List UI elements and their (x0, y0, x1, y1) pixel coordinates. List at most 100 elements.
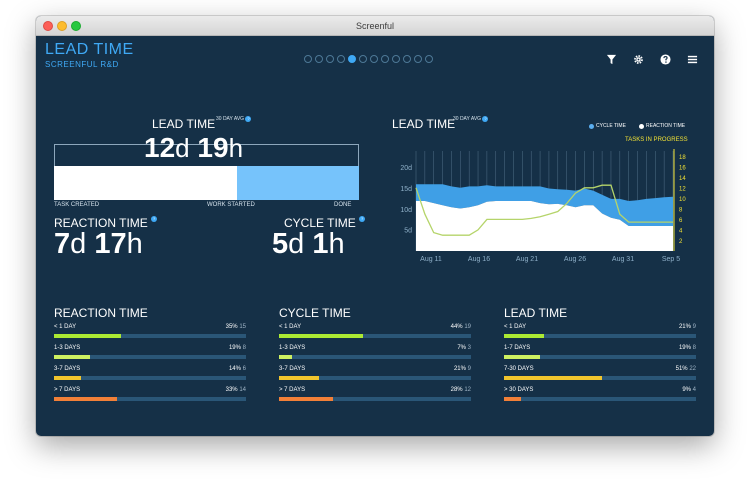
y-right-tick-label: 6 (679, 218, 683, 224)
y-right-tick-label: 12 (679, 186, 686, 192)
done-label: DONE (334, 202, 352, 208)
legend-reaction-label: REACTION TIME (646, 123, 686, 129)
help-icon[interactable] (658, 52, 673, 67)
page-dot[interactable] (326, 55, 334, 63)
bucket-label: > 7 DAYS (279, 387, 306, 393)
page-dot[interactable] (315, 55, 323, 63)
bucket-percent-value: 9% (682, 387, 693, 393)
close-window-button[interactable] (43, 21, 53, 31)
bucket-count: 8 (242, 345, 246, 351)
bucket-percent-value: 21% (453, 366, 468, 372)
bucket-fill (504, 376, 602, 380)
page-title: LEAD TIME (45, 41, 134, 58)
bucket-percent: 21% 9 (431, 366, 471, 372)
page-dot[interactable] (425, 55, 433, 63)
task-created-label: TASK CREATED (54, 202, 100, 208)
x-tick-label: Sep 5 (662, 256, 680, 263)
page-dot[interactable] (403, 55, 411, 63)
bucket-label: 3-7 DAYS (279, 366, 306, 372)
reaction-hours-unit: h (126, 228, 143, 260)
chart-avg-label: 30 DAY AVG (453, 116, 482, 122)
app-window: Screenful LEAD TIME SCREENFUL R&D LEAD T… (36, 16, 714, 436)
bucket-fill (279, 397, 333, 401)
page-indicator (304, 55, 433, 63)
page-dot[interactable] (359, 55, 367, 63)
bucket-track (279, 355, 471, 359)
bucket-track (504, 334, 696, 338)
page-dot[interactable] (337, 55, 345, 63)
bucket-track (54, 355, 246, 359)
page-dot[interactable] (414, 55, 422, 63)
legend-cycle-dot (589, 123, 594, 129)
filter-icon[interactable] (604, 52, 619, 67)
lead-days: 12 (144, 132, 176, 163)
bucket-label: > 7 DAYS (54, 387, 81, 393)
bucket-percent: 44% 19 (431, 324, 471, 330)
bucket-fill (54, 397, 117, 401)
lead-time-avg-note: 30 DAY AVG ? (216, 116, 252, 122)
y-left-tick-label: 10d (400, 207, 412, 214)
bucket-label: 1-7 DAYS (504, 345, 531, 351)
cycle-label-text: CYCLE TIME (284, 216, 356, 230)
bucket-count: 19 (464, 324, 471, 330)
cycle-days-unit: d (288, 228, 305, 260)
reaction-time-segment (54, 166, 237, 200)
bucket-track (279, 397, 471, 401)
minimize-window-button[interactable] (57, 21, 67, 31)
bucket-fill (504, 397, 521, 401)
zoom-window-button[interactable] (71, 21, 81, 31)
y-left-tick-label: 15d (400, 186, 412, 193)
dashboard: LEAD TIME SCREENFUL R&D LEAD TIME 30 DAY… (36, 36, 714, 436)
bucket-count: 3 (467, 345, 471, 351)
lead-hours: 19 (197, 132, 229, 163)
bucket-percent: 35% 15 (206, 324, 246, 330)
lead-hours-unit: h (228, 133, 244, 163)
window-title: Screenful (355, 21, 395, 31)
bucket-percent-value: 21% (678, 324, 693, 330)
lead-time-help-icon[interactable]: ? (245, 116, 252, 122)
page-dot[interactable] (304, 55, 312, 63)
page-dot[interactable] (348, 55, 356, 63)
legend-cycle-label: CYCLE TIME (596, 123, 626, 129)
reaction-days-unit: d (70, 228, 87, 260)
cycle-time-label: CYCLE TIME ? (284, 216, 366, 230)
y-right-tick-label: 4 (679, 228, 683, 234)
cycle-help-icon[interactable]: ? (359, 216, 366, 222)
lead-days-unit: d (175, 133, 190, 163)
bucket-label: 1-3 DAYS (279, 345, 306, 351)
gear-icon[interactable] (631, 52, 646, 67)
bucket-percent: 14% 6 (206, 366, 246, 372)
page-dot[interactable] (381, 55, 389, 63)
y-left-tick-label: 5d (404, 228, 412, 235)
bucket-label: 3-7 DAYS (54, 366, 81, 372)
bucket-percent-value: 7% (457, 345, 468, 351)
bucket-percent: 33% 14 (206, 387, 246, 393)
reaction-days: 7 (54, 228, 71, 260)
bucket-count: 12 (464, 387, 471, 393)
page-dot[interactable] (370, 55, 378, 63)
x-tick-label: Aug 16 (468, 256, 490, 263)
reaction-help-icon[interactable]: ? (151, 216, 158, 222)
reaction-hours: 17 (94, 228, 127, 260)
section-title: LEAD TIME (504, 306, 568, 320)
bucket-percent-value: 19% (678, 345, 693, 351)
bucket-percent-value: 44% (450, 324, 465, 330)
bucket-count: 15 (239, 324, 246, 330)
title-bar: Screenful (36, 16, 714, 36)
bucket-count: 8 (692, 345, 696, 351)
section-title: CYCLE TIME (279, 306, 351, 320)
bucket-fill (54, 376, 81, 380)
y-right-tick-label: 18 (679, 155, 686, 161)
bucket-track (279, 376, 471, 380)
page-dot[interactable] (392, 55, 400, 63)
bucket-fill (504, 334, 544, 338)
bucket-fill (54, 355, 90, 359)
chart-help-icon[interactable]: ? (482, 116, 489, 122)
menu-icon[interactable] (685, 52, 700, 67)
y-right-tick-label: 2 (679, 239, 683, 245)
x-tick-label: Aug 31 (612, 256, 634, 263)
bucket-track (279, 334, 471, 338)
bucket-label: > 30 DAYS (504, 387, 534, 393)
lead-time-chart: 5d 10d 15d 20d 2 4 6 8 10 12 14 16 18 Aug 11 Aug 16 Aug… (400, 149, 686, 263)
cycle-time-segment (237, 166, 359, 200)
